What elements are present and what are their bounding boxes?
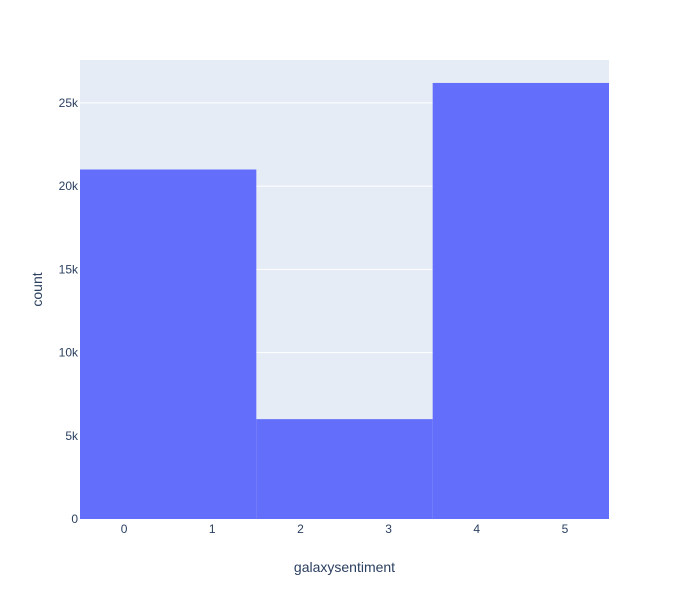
histogram-bar bbox=[80, 169, 257, 520]
bars bbox=[80, 82, 609, 520]
histogram-bar bbox=[256, 419, 433, 519]
x-tick-label: 0 bbox=[121, 522, 128, 536]
y-tick-label: 10k bbox=[59, 346, 79, 360]
y-tick-label: 20k bbox=[59, 179, 79, 193]
histogram-bar bbox=[432, 82, 609, 519]
x-tick-label: 2 bbox=[297, 522, 304, 536]
y-tick-label: 15k bbox=[59, 262, 79, 276]
y-axis-ticks: 0 5k 10k 15k 20k 25k bbox=[59, 96, 79, 526]
y-axis-title: count bbox=[29, 272, 45, 306]
x-tick-label: 4 bbox=[473, 522, 480, 536]
x-tick-label: 1 bbox=[209, 522, 216, 536]
x-tick-label: 3 bbox=[385, 522, 392, 536]
x-axis-ticks: 0 1 2 3 4 5 bbox=[121, 522, 569, 536]
y-tick-label: 0 bbox=[71, 512, 78, 526]
y-tick-label: 5k bbox=[65, 429, 79, 443]
x-tick-label: 5 bbox=[562, 522, 569, 536]
x-axis-title: galaxysentiment bbox=[294, 559, 395, 575]
y-tick-label: 25k bbox=[59, 96, 79, 110]
